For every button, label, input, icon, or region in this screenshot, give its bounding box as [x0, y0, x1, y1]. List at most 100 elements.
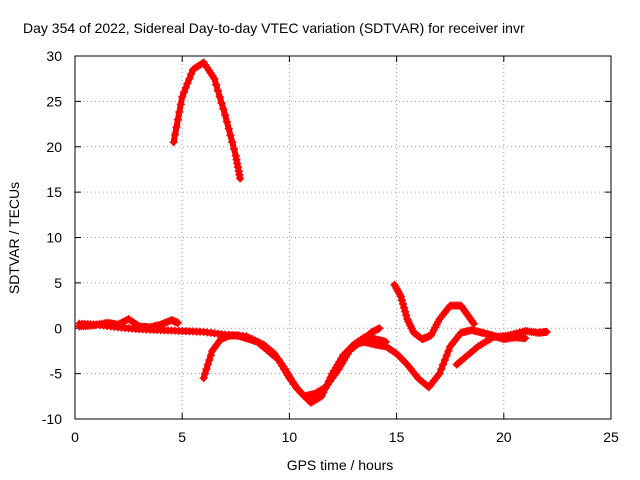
data-point — [203, 360, 212, 369]
y-tick-label: 15 — [46, 184, 62, 200]
data-point — [158, 319, 167, 328]
data-point — [342, 347, 351, 356]
data-point — [440, 356, 449, 365]
data-point — [115, 319, 124, 328]
data-point — [199, 374, 208, 383]
data-point — [397, 355, 406, 364]
data-point — [272, 354, 281, 363]
data-point — [326, 373, 335, 382]
y-tick-label: 0 — [54, 320, 62, 336]
data-point — [222, 117, 231, 126]
x-tick-label: 5 — [178, 429, 186, 445]
data-point — [435, 369, 444, 378]
data-point — [442, 351, 451, 360]
data-point — [119, 317, 128, 326]
data-point — [172, 123, 181, 132]
data-point — [374, 325, 383, 334]
data-point — [339, 351, 347, 360]
data-point — [422, 381, 431, 390]
series-arc-3 — [169, 58, 245, 183]
data-point — [344, 346, 353, 355]
data-point — [173, 318, 182, 327]
data-point — [173, 115, 182, 124]
data-series — [75, 58, 551, 407]
data-point — [315, 393, 324, 402]
series-arc-6 — [390, 280, 478, 344]
y-tick-label: 20 — [46, 139, 62, 155]
data-point — [230, 145, 239, 154]
data-point — [469, 319, 478, 328]
grid — [75, 56, 611, 419]
data-point — [221, 110, 230, 119]
data-point — [175, 107, 184, 116]
data-point — [319, 388, 328, 397]
data-point — [187, 70, 196, 79]
data-point — [185, 74, 194, 83]
data-point — [215, 92, 224, 101]
data-point — [162, 318, 171, 327]
series-line — [170, 59, 244, 182]
data-point — [206, 351, 215, 360]
data-point — [392, 349, 401, 358]
y-tick-label: 25 — [46, 93, 62, 109]
data-point — [299, 391, 308, 400]
data-point — [394, 351, 403, 360]
data-point — [317, 392, 326, 401]
data-point — [444, 346, 453, 355]
x-tick-label: 25 — [603, 429, 619, 445]
data-point — [301, 393, 310, 402]
data-point — [397, 296, 406, 305]
data-point — [437, 365, 446, 374]
data-point — [213, 86, 222, 95]
data-point — [324, 377, 333, 386]
y-tick-label: -5 — [50, 366, 63, 382]
x-axis-label: GPS time / hours — [287, 457, 394, 473]
data-point — [542, 327, 551, 336]
y-tick-label: 5 — [54, 275, 62, 291]
x-tick-label: 20 — [496, 429, 512, 445]
data-point — [210, 74, 219, 83]
data-point — [117, 318, 126, 327]
data-point — [201, 369, 210, 378]
data-point — [322, 380, 331, 389]
x-tick-label: 15 — [389, 429, 405, 445]
data-point — [178, 92, 187, 101]
data-point — [321, 384, 330, 393]
chart-title: Day 354 of 2022, Sidereal Day-to-day VTE… — [23, 20, 525, 36]
data-point — [296, 387, 305, 396]
data-point — [468, 318, 477, 327]
data-point — [396, 353, 405, 362]
data-point — [346, 344, 355, 353]
data-point — [197, 59, 206, 68]
data-point — [439, 360, 448, 369]
data-point — [402, 311, 411, 320]
data-point — [401, 358, 410, 367]
data-point — [224, 124, 233, 133]
axis-ticks: 0 5 10 15 20 25 -10 -5 0 5 10 15 20 25 30 — [42, 48, 619, 445]
data-point — [133, 321, 142, 330]
data-point — [375, 324, 384, 333]
data-point — [202, 365, 211, 374]
data-point — [217, 98, 226, 107]
data-point — [179, 88, 188, 97]
data-point — [156, 320, 165, 329]
data-point — [160, 319, 169, 328]
data-point — [399, 300, 408, 309]
x-tick-label: 10 — [282, 429, 298, 445]
data-point — [205, 356, 214, 365]
data-point — [219, 104, 228, 113]
x-tick-label: 0 — [71, 429, 79, 445]
data-point — [401, 307, 410, 316]
data-point — [212, 80, 221, 89]
data-point — [226, 131, 235, 140]
data-point — [171, 130, 180, 139]
data-point — [176, 100, 185, 109]
data-point — [303, 395, 312, 404]
data-point — [181, 83, 190, 92]
data-point — [228, 138, 237, 147]
data-point — [236, 174, 245, 183]
series-arc-2 — [75, 315, 182, 332]
y-tick-label: 10 — [46, 230, 62, 246]
data-point — [169, 138, 178, 147]
data-point — [113, 320, 122, 329]
